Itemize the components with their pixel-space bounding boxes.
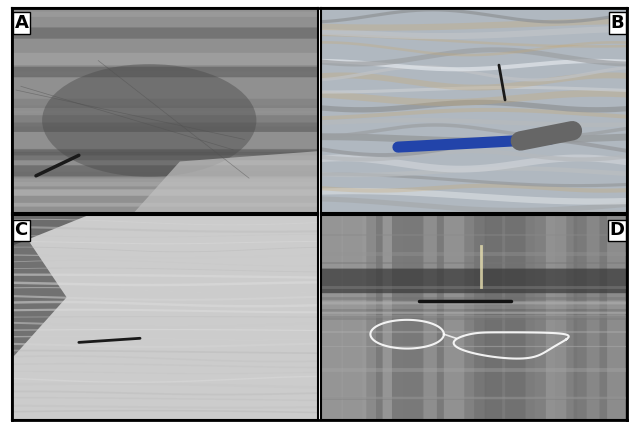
FancyBboxPatch shape <box>342 215 366 420</box>
FancyBboxPatch shape <box>607 215 625 420</box>
Text: C: C <box>15 221 28 239</box>
FancyBboxPatch shape <box>12 53 318 65</box>
FancyBboxPatch shape <box>465 215 486 420</box>
Ellipse shape <box>42 64 256 177</box>
FancyBboxPatch shape <box>362 215 376 420</box>
Polygon shape <box>12 215 66 420</box>
FancyBboxPatch shape <box>403 215 422 420</box>
FancyBboxPatch shape <box>505 215 535 420</box>
FancyBboxPatch shape <box>12 111 318 113</box>
FancyBboxPatch shape <box>525 215 555 420</box>
FancyBboxPatch shape <box>12 149 318 152</box>
FancyBboxPatch shape <box>12 12 318 17</box>
FancyBboxPatch shape <box>12 150 318 160</box>
Text: A: A <box>15 14 29 32</box>
FancyBboxPatch shape <box>587 215 599 420</box>
Polygon shape <box>134 151 318 213</box>
FancyBboxPatch shape <box>12 122 318 132</box>
FancyBboxPatch shape <box>12 27 318 39</box>
FancyBboxPatch shape <box>12 99 318 105</box>
FancyBboxPatch shape <box>566 215 577 420</box>
FancyBboxPatch shape <box>12 189 318 196</box>
FancyBboxPatch shape <box>484 215 502 420</box>
FancyBboxPatch shape <box>12 203 318 207</box>
Text: B: B <box>611 14 624 32</box>
FancyBboxPatch shape <box>321 269 627 293</box>
FancyBboxPatch shape <box>12 178 318 187</box>
FancyBboxPatch shape <box>12 99 318 108</box>
FancyBboxPatch shape <box>12 72 318 78</box>
Polygon shape <box>12 215 88 246</box>
FancyBboxPatch shape <box>12 71 318 76</box>
FancyBboxPatch shape <box>321 215 343 420</box>
FancyBboxPatch shape <box>12 165 318 176</box>
FancyBboxPatch shape <box>12 152 318 155</box>
FancyBboxPatch shape <box>12 67 318 77</box>
FancyBboxPatch shape <box>12 182 318 186</box>
FancyBboxPatch shape <box>12 115 318 127</box>
FancyBboxPatch shape <box>12 172 318 177</box>
Text: D: D <box>610 221 624 239</box>
FancyBboxPatch shape <box>444 215 474 420</box>
FancyBboxPatch shape <box>424 215 437 420</box>
FancyBboxPatch shape <box>383 215 392 420</box>
FancyBboxPatch shape <box>546 215 574 420</box>
